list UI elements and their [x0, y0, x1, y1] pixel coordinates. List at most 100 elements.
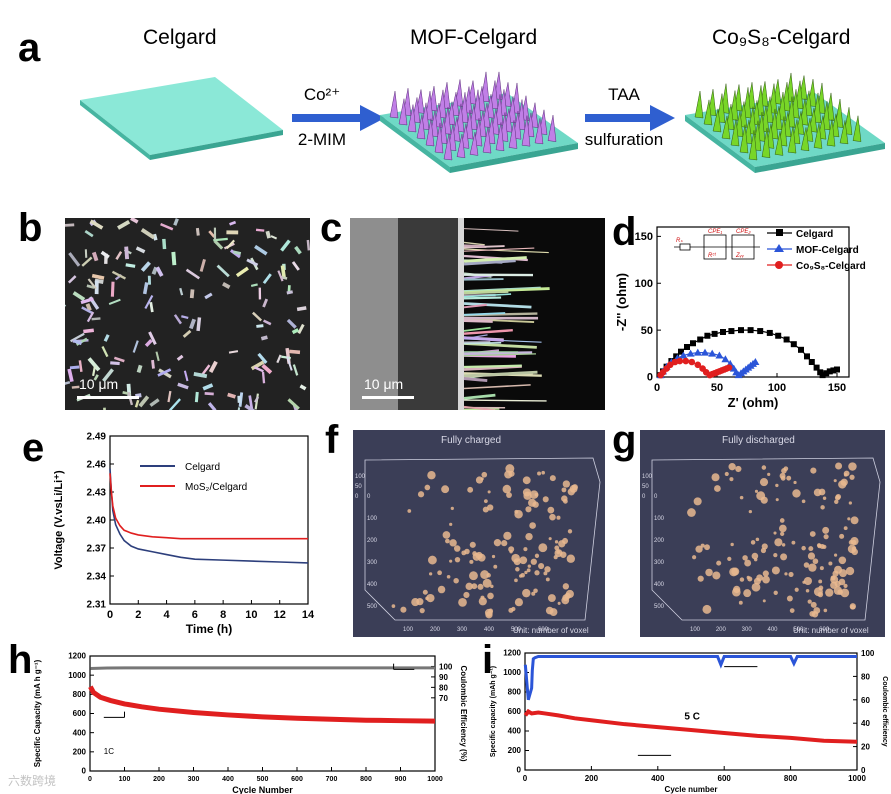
nanosheet-flake — [100, 250, 110, 259]
arrow2-bottom-text: sulfuration — [584, 130, 664, 149]
y-tick-label: 1200 — [503, 649, 521, 658]
voxel-particle — [529, 490, 539, 499]
nanosheet — [703, 99, 713, 126]
nanosheet-flake — [113, 356, 125, 363]
voxel-particle — [704, 544, 710, 551]
nanosheet — [547, 115, 557, 142]
nanosheet-flake — [237, 407, 241, 410]
data-point — [775, 332, 782, 339]
voxel-particle — [801, 545, 806, 551]
voxel-particle — [514, 578, 518, 583]
voxel-particle — [419, 608, 425, 614]
voxel-particle — [808, 546, 814, 552]
voxel-particle — [744, 559, 752, 567]
nanosheet-flake — [84, 229, 94, 238]
voxel-particle — [487, 592, 494, 600]
voxel-particle — [562, 537, 569, 544]
x-tick-label: 4 — [164, 609, 171, 621]
voxel-particle — [805, 588, 810, 593]
voxel-particle — [543, 571, 548, 576]
y-tick-label: 0 — [647, 372, 653, 384]
nanosheet-flake — [244, 404, 256, 410]
scale-bar — [77, 396, 139, 399]
chart-h-cycling-1c: 0 100 200 300 400 500 600 700 800 900 1000 0 200 400 6… — [33, 652, 468, 794]
circuit-block — [703, 234, 727, 260]
nanosheet-array — [463, 228, 519, 232]
nanosheet-flake — [110, 361, 120, 366]
y-tick-label: 1000 — [68, 671, 86, 680]
nanosheet-flake — [263, 319, 272, 326]
nanosheet — [712, 108, 722, 133]
voxel-particle — [747, 576, 753, 582]
nanosheet-flake — [199, 258, 206, 272]
voxel-unit: Unit: number of voxel — [513, 626, 589, 635]
nanosheet-flake — [86, 311, 95, 323]
legend-label: MoS₂/Celgard — [185, 482, 247, 493]
voxel-particle — [491, 554, 496, 559]
nanosheet — [443, 133, 453, 161]
nanosheet — [852, 115, 862, 142]
voxel-particle — [538, 543, 548, 553]
voxel-particle — [840, 478, 848, 486]
voxel-particle — [427, 471, 436, 480]
voxel-tick-x: 100 — [690, 627, 701, 633]
voxel-particle — [733, 585, 741, 594]
x-tick-label: 2 — [135, 609, 141, 621]
nanosheet-flake — [297, 323, 305, 335]
voxel-particle — [527, 564, 531, 568]
arrow-2 — [585, 105, 675, 131]
voxel-tick-y: 500 — [367, 604, 378, 610]
voxel-particle — [493, 564, 498, 569]
voxel-tick-y: 100 — [654, 516, 665, 522]
x-tick-label: 700 — [326, 776, 338, 783]
voxel-particle — [775, 483, 779, 488]
voxel-particle — [549, 608, 558, 617]
voxel-tick-z: 0 — [642, 494, 646, 500]
nanosheet — [398, 98, 408, 126]
voxel-particle — [463, 591, 470, 599]
voxel-particle — [822, 526, 830, 534]
nanosheet-flake — [257, 352, 268, 364]
x-tick-label: 0 — [654, 382, 660, 394]
voxel-particle — [813, 587, 823, 597]
y-tick-label: 800 — [73, 690, 87, 699]
voxel-particle — [469, 559, 474, 564]
y-tick-label: 2.31 — [87, 599, 107, 610]
voxel-particle — [493, 539, 502, 547]
voxel-particle — [545, 577, 550, 582]
nanosheet-array — [463, 259, 516, 266]
nanosheet-array — [463, 312, 506, 316]
x-tick-label: 500 — [257, 776, 269, 783]
voxel-particle — [743, 589, 752, 598]
voxel-particle — [547, 594, 556, 603]
voxel-particle — [756, 491, 766, 501]
voxel-particle — [759, 478, 769, 487]
nanosheet-array — [463, 326, 491, 332]
voxel-particle — [522, 588, 531, 598]
x-tick-label: 0 — [523, 774, 528, 783]
nanosheet-flake — [81, 306, 93, 315]
voxel-particle — [762, 575, 770, 584]
voxel-particle — [471, 583, 478, 590]
data-point — [693, 348, 702, 356]
voxel-particle — [481, 471, 488, 478]
nanosheet-flake — [69, 365, 80, 370]
arrow2-top-text: TAA — [608, 85, 640, 104]
nanosheet-flake — [262, 273, 272, 285]
data-point — [684, 344, 690, 350]
x-tick-label: 12 — [274, 609, 286, 621]
nanosheet — [761, 127, 771, 158]
nanosheet-array — [463, 290, 509, 295]
voxel-particle — [786, 475, 792, 481]
voxel-particle — [475, 476, 484, 484]
series-line — [90, 666, 435, 671]
nanosheet-flake — [261, 371, 266, 384]
voxel-particle — [810, 601, 817, 608]
chart-d-nyquist: 0 50 100 150 0 50 100 150 Z' (ohm) -Z'' (ohm) Celg… — [614, 226, 866, 410]
data-point — [747, 327, 754, 334]
voxel-particle — [784, 572, 788, 576]
voxel-particle — [522, 488, 532, 497]
x-tick-label: 6 — [192, 609, 198, 621]
data-point — [798, 346, 804, 353]
voxel-particle — [834, 553, 838, 557]
